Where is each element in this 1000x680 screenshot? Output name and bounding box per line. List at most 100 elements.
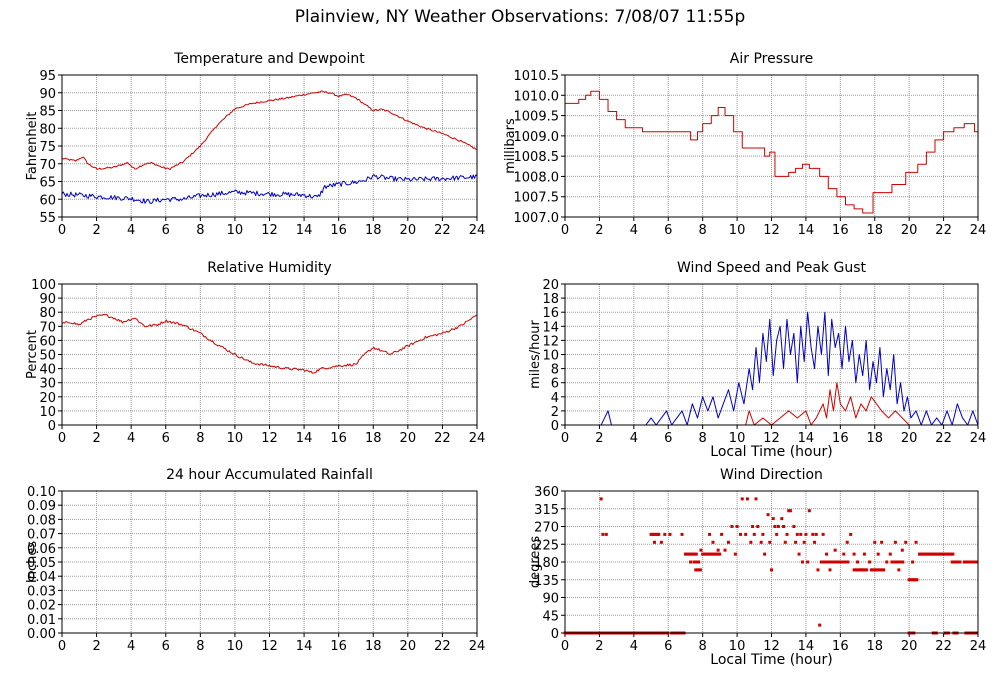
x-tick-label: 14: [798, 639, 815, 654]
data-point: [907, 578, 911, 582]
data-point: [942, 552, 946, 556]
x-tick-label: 14: [296, 431, 313, 446]
data-point: [970, 560, 974, 564]
y-axis-label: miles/hour: [528, 319, 543, 388]
data-point: [695, 568, 699, 572]
x-tick-label: 8: [196, 639, 204, 654]
plot-frame: [61, 283, 478, 426]
x-tick-label: 0: [58, 639, 66, 654]
x-tick-label: 18: [365, 639, 382, 654]
y-tick-label: 1009.5: [514, 110, 560, 125]
data-point: [770, 568, 773, 572]
data-point: [816, 568, 820, 572]
data-point: [811, 532, 815, 536]
data-point: [901, 560, 905, 564]
data-point: [771, 517, 775, 521]
data-point: [896, 560, 900, 564]
plot-frame: [61, 490, 478, 634]
data-point: [955, 560, 959, 564]
y-tick-label: 0.10: [27, 485, 56, 500]
y-tick-label: 10: [542, 349, 559, 364]
x-tick-label: 16: [330, 639, 347, 654]
x-tick-label: 14: [296, 223, 313, 238]
data-point: [685, 552, 689, 556]
data-point: [917, 552, 921, 556]
data-point: [910, 578, 914, 582]
chart-title: Wind Speed and Peak Gust: [677, 260, 866, 276]
data-point: [601, 532, 605, 536]
x-tick-label: 24: [970, 639, 987, 654]
series-line-blue: [61, 174, 478, 204]
x-tick-label: 22: [935, 431, 952, 446]
x-tick-label: 2: [92, 431, 100, 446]
data-point: [863, 568, 867, 572]
y-tick-label: 50: [39, 349, 56, 364]
data-point: [652, 540, 656, 544]
data-point: [824, 560, 828, 564]
data-point: [956, 560, 960, 564]
data-point: [975, 560, 979, 564]
y-tick-label: 4: [551, 391, 559, 406]
x-tick-label: 10: [729, 431, 746, 446]
data-point: [752, 532, 756, 536]
data-point: [879, 568, 883, 572]
y-tick-label: 0.02: [27, 599, 56, 614]
data-point: [708, 532, 712, 536]
y-tick-label: 20: [39, 391, 56, 406]
data-point: [711, 540, 715, 544]
y-tick-label: 40: [39, 363, 56, 378]
y-tick-label: 55: [39, 211, 56, 226]
data-point: [761, 532, 765, 536]
y-tick-label: 8: [551, 363, 559, 378]
y-tick-label: 60: [39, 193, 56, 208]
data-point: [701, 552, 705, 556]
data-point: [928, 552, 932, 556]
data-point: [950, 560, 954, 564]
data-point: [924, 552, 928, 556]
y-tick-label: 2: [551, 405, 559, 420]
x-tick-label: 12: [261, 639, 278, 654]
data-point: [914, 540, 918, 544]
y-tick-label: 0.06: [27, 542, 56, 557]
x-tick-label: 16: [832, 639, 849, 654]
data-point: [933, 552, 937, 556]
data-point: [763, 552, 767, 556]
data-point: [973, 560, 977, 564]
data-point: [877, 568, 881, 572]
x-tick-label: 2: [595, 223, 603, 238]
y-tick-label: 16: [542, 306, 559, 321]
data-point: [773, 525, 777, 528]
y-tick-label: 70: [39, 158, 56, 173]
x-tick-label: 0: [58, 431, 66, 446]
data-point: [716, 548, 720, 552]
data-point: [880, 568, 884, 572]
x-tick-label: 22: [434, 639, 451, 654]
data-point: [890, 560, 894, 564]
y-tick-label: 6: [551, 377, 559, 392]
data-point: [813, 540, 817, 544]
y-tick-label: 0.09: [27, 499, 56, 514]
data-point: [962, 560, 966, 564]
data-point: [788, 509, 792, 513]
x-tick-label: 22: [935, 223, 952, 238]
y-tick-label: 10: [39, 405, 56, 420]
y-tick-label: 20: [542, 278, 559, 293]
series-line-red: [61, 313, 478, 374]
data-point: [668, 532, 672, 536]
data-point: [715, 552, 719, 556]
y-tick-label: 0.03: [27, 584, 56, 599]
data-point: [885, 560, 889, 564]
data-point: [726, 540, 730, 544]
x-tick-label: 20: [901, 639, 918, 654]
data-point: [874, 568, 878, 572]
data-point: [838, 560, 842, 564]
data-point: [826, 560, 830, 564]
x-tick-label: 2: [595, 639, 603, 654]
data-point: [710, 552, 714, 556]
x-tick-label: 4: [630, 223, 638, 238]
y-tick-label: 90: [39, 292, 56, 307]
data-point: [899, 560, 903, 564]
